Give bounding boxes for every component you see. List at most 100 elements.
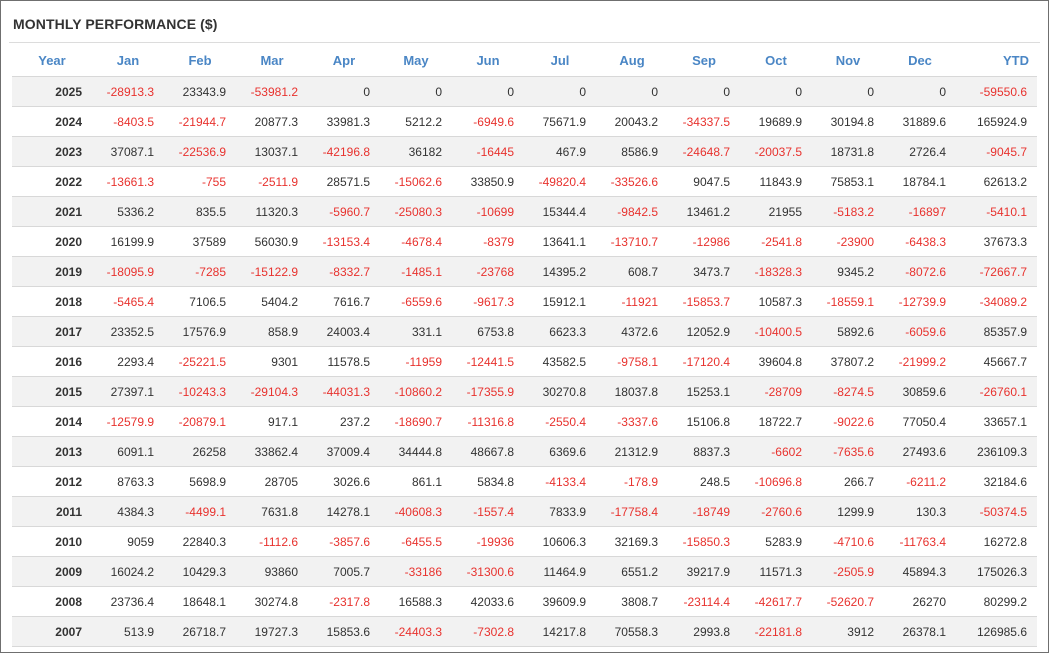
month-cell: -6438.3 (884, 226, 956, 257)
month-cell: 7106.5 (164, 286, 236, 317)
month-cell: 18648.1 (164, 586, 236, 617)
month-cell: 16588.3 (380, 586, 452, 617)
month-cell: 31889.6 (884, 106, 956, 137)
month-cell: 6551.2 (596, 556, 668, 587)
table-row: 2017 23352.5 17576.9 858.9 24003.4 331.1 6753.… (12, 316, 1037, 347)
month-cell: 7005.7 (308, 556, 380, 587)
month-cell: 18784.1 (884, 166, 956, 197)
column-header-nov: Nov (812, 45, 884, 77)
ytd-cell: -26760.1 (956, 376, 1037, 407)
month-cell: 835.5 (164, 196, 236, 227)
month-cell: 14278.1 (308, 496, 380, 527)
column-header-mar: Mar (236, 45, 308, 77)
month-cell: 5834.8 (452, 466, 524, 497)
month-cell: -24403.3 (380, 616, 452, 647)
ytd-cell: 33657.1 (956, 406, 1037, 437)
month-cell: 43582.5 (524, 346, 596, 377)
month-cell: 20043.2 (596, 106, 668, 137)
month-cell: 14217.8 (524, 616, 596, 647)
table-row: 2025 -28913.3 23343.9 -53981.2 0 0 0 0 0 0 0 0 0 -595… (12, 76, 1037, 107)
month-cell: 2726.4 (884, 136, 956, 167)
month-cell: -10400.5 (740, 316, 812, 347)
month-cell: -13153.4 (308, 226, 380, 257)
month-cell: -10243.3 (164, 376, 236, 407)
month-cell: -23768 (452, 256, 524, 287)
month-cell: -28709 (740, 376, 812, 407)
month-cell: -8072.6 (884, 256, 956, 287)
year-cell: 2017 (12, 316, 92, 347)
month-cell: -2511.9 (236, 166, 308, 197)
ytd-cell: 37673.3 (956, 226, 1037, 257)
month-cell: 45894.3 (884, 556, 956, 587)
table-row: 2024 -8403.5 -21944.7 20877.3 33981.3 5212.2-… (12, 106, 1037, 137)
panel-title: MONTHLY PERFORMANCE ($) (13, 16, 218, 32)
month-cell: -5960.7 (308, 196, 380, 227)
month-cell: -2505.9 (812, 556, 884, 587)
month-cell: -6559.6 (380, 286, 452, 317)
month-cell: -7635.6 (812, 436, 884, 467)
month-cell: -28913.3 (92, 76, 164, 107)
month-cell: 6369.6 (524, 436, 596, 467)
month-cell: 93860 (236, 556, 308, 587)
month-cell: -2541.8 (740, 226, 812, 257)
month-cell: -18328.3 (740, 256, 812, 287)
month-cell: -5183.2 (812, 196, 884, 227)
month-cell: 19689.9 (740, 106, 812, 137)
month-cell: 9047.5 (668, 166, 740, 197)
month-cell: 16199.9 (92, 226, 164, 257)
column-header-sep: Sep (668, 45, 740, 77)
month-cell: -12739.9 (884, 286, 956, 317)
month-cell: -18749 (668, 496, 740, 527)
month-cell: -4710.6 (812, 526, 884, 557)
month-cell: 9345.2 (812, 256, 884, 287)
table-row: 2011 4384.3 -4499.1 7631.8 14278.1 -40608.3 -1… (12, 496, 1037, 527)
year-cell: 2013 (12, 436, 92, 467)
ytd-cell: 175026.3 (956, 556, 1037, 587)
month-cell: 0 (308, 76, 380, 107)
month-cell: -2760.6 (740, 496, 812, 527)
year-cell: 2009 (12, 556, 92, 587)
month-cell: 3473.7 (668, 256, 740, 287)
month-cell: -20037.5 (740, 136, 812, 167)
month-cell: -6059.6 (884, 316, 956, 347)
month-cell: -24648.7 (668, 136, 740, 167)
month-cell: 42033.6 (452, 586, 524, 617)
month-cell: -4678.4 (380, 226, 452, 257)
table-row: 2021 5336.2 835.5 11320.3 -5960.7 -25080.3 -10… (12, 196, 1037, 227)
month-cell: 26258 (164, 436, 236, 467)
month-cell: 917.1 (236, 406, 308, 437)
month-cell: 8586.9 (596, 136, 668, 167)
month-cell: -178.9 (596, 466, 668, 497)
month-cell: -40608.3 (380, 496, 452, 527)
column-header-may: May (380, 45, 452, 77)
month-cell: -11959 (380, 346, 452, 377)
year-cell: 2021 (12, 196, 92, 227)
month-cell: 8837.3 (668, 436, 740, 467)
month-cell: 3808.7 (596, 586, 668, 617)
month-cell: -11921 (596, 286, 668, 317)
month-cell: 16024.2 (92, 556, 164, 587)
month-cell: 30194.8 (812, 106, 884, 137)
month-cell: -18690.7 (380, 406, 452, 437)
month-cell: -29104.3 (236, 376, 308, 407)
month-cell: -12579.9 (92, 406, 164, 437)
month-cell: -18559.1 (812, 286, 884, 317)
month-cell: 5283.9 (740, 526, 812, 557)
column-header-year: Year (12, 45, 92, 77)
year-cell: 2007 (12, 616, 92, 647)
month-cell: -9022.6 (812, 406, 884, 437)
month-cell: -17355.9 (452, 376, 524, 407)
month-cell: -7302.8 (452, 616, 524, 647)
table-row: 2008 23736.4 18648.1 30274.8 -2317.8 16588.3 4… (12, 586, 1037, 617)
month-cell: 15253.1 (668, 376, 740, 407)
month-cell: -7285 (164, 256, 236, 287)
month-cell: 23736.4 (92, 586, 164, 617)
column-header-jul: Jul (524, 45, 596, 77)
year-cell: 2022 (12, 166, 92, 197)
table-header-row: Year Jan Feb Mar Apr May Jun Jul Aug Sep… (12, 45, 1037, 77)
month-cell: 0 (812, 76, 884, 107)
column-header-ytd: YTD (956, 45, 1037, 77)
month-cell: 7833.9 (524, 496, 596, 527)
month-cell: -8274.5 (812, 376, 884, 407)
column-header-apr: Apr (308, 45, 380, 77)
